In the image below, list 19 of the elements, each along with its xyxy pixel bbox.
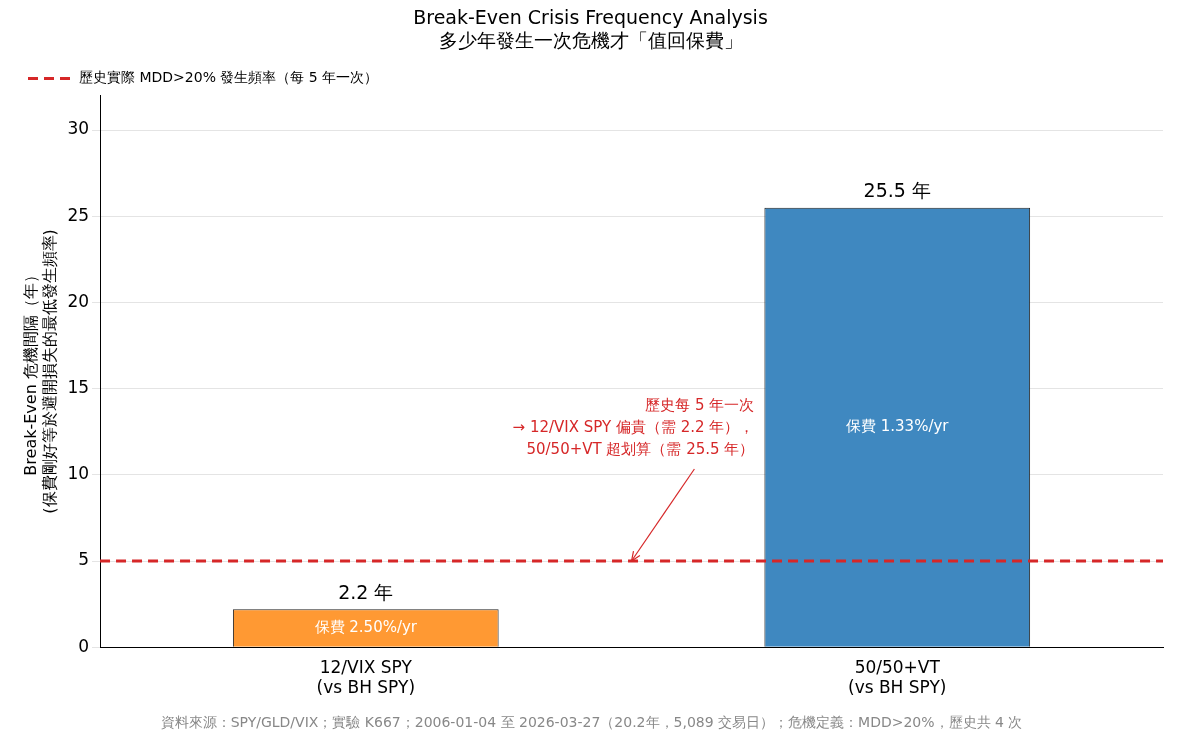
y-tick-label: 20: [67, 290, 90, 311]
chart-title: Break-Even Crisis Frequency Analysis: [413, 6, 768, 29]
x-tick-label: 12/VIX SPY (vs BH SPY): [316, 656, 416, 698]
annotation: 保費 1.33%/yr: [845, 417, 950, 436]
legend-label: 歷史實際 MDD>20% 發生頻率（每 5 年一次）: [79, 69, 379, 86]
y-axis-title: Break-Even 危機間隔（年） (保費剛好等於避開損失的最低發生頻率): [20, 229, 59, 514]
y-tick-label: 30: [67, 118, 90, 139]
annotation: 保費 2.50%/yr: [314, 617, 418, 636]
annotation: 歷史每 5 年一次 → 12/VIX SPY 偏貴（需 2.2 年）， 50/50+VT 超划算（需 25.5 年）: [512, 396, 755, 459]
x-tick-label: 50/50+VT (vs BH SPY): [848, 656, 947, 698]
y-tick-label: 25: [67, 204, 90, 225]
y-tick-label: 15: [67, 377, 90, 398]
y-tick-label: 0: [78, 635, 90, 656]
y-tick-label: 10: [67, 463, 90, 484]
chart-subtitle: 多少年發生一次危機才「值回保費」: [438, 29, 743, 52]
data-label: 25.5 年: [863, 179, 931, 202]
y-tick-label: 5: [78, 549, 90, 570]
source-note: 資料來源：SPY/GLD/VIX；實驗 K667；2006-01-04 至 2026-03-27（20.2年，5,089 交易日）；危機定義：MDD>20%，歷史共 4 次: [159, 714, 1024, 732]
data-label: 2.2 年: [338, 580, 394, 603]
